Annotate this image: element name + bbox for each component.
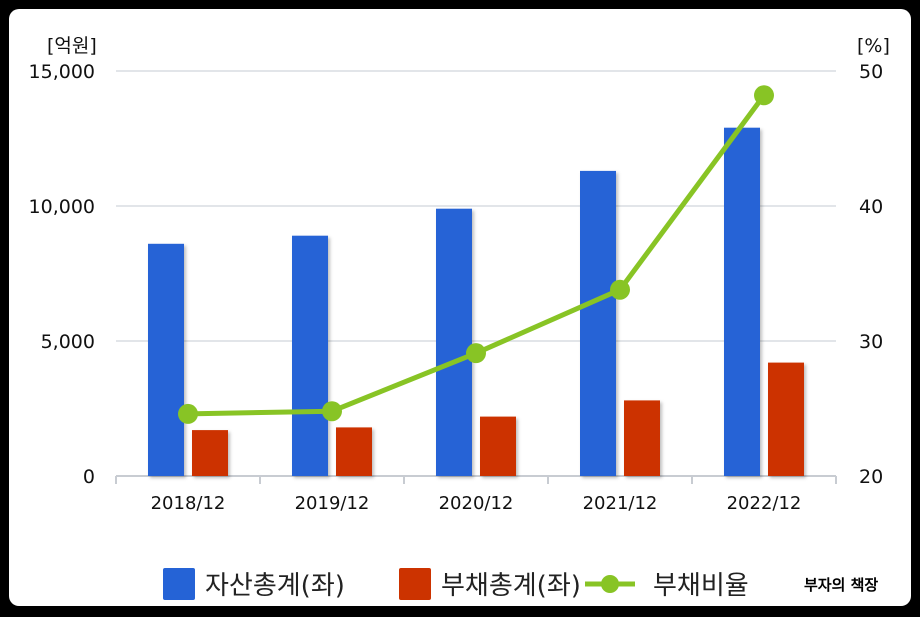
ratio-point — [610, 279, 630, 300]
ratio-point — [466, 343, 486, 364]
legend: 자산총계(좌) 부채총계(좌) 부채비율 — [163, 568, 749, 601]
y-left-tick-label: 0 — [83, 466, 95, 488]
legend-marker-ratio — [601, 575, 619, 593]
x-tick-label: 2020/12 — [439, 493, 514, 514]
y-right-tick-label: 40 — [859, 196, 883, 218]
y-left-tick-label: 5,000 — [41, 331, 95, 353]
legend-label-ratio: 부채비율 — [653, 571, 749, 601]
chart-frame: 0 5,000 10,000 15,000 20 30 40 50 2018/12 2019/12… — [9, 9, 911, 606]
combo-chart: 0 5,000 10,000 15,000 20 30 40 50 2018/12 2019/12… — [29, 35, 890, 601]
y-left-tick-label: 10,000 — [29, 196, 95, 218]
ratio-point — [178, 403, 198, 424]
legend-swatch-liability — [399, 568, 431, 600]
bar-liability — [192, 430, 228, 476]
y-right-tick-label: 50 — [859, 61, 883, 83]
bar-liability — [624, 400, 660, 476]
ratio-line — [187, 93, 767, 417]
legend-swatch-asset — [163, 568, 195, 600]
ratio-point — [322, 401, 342, 422]
y-right-tick-label: 20 — [859, 466, 883, 488]
y-left-tick-label: 15,000 — [29, 61, 95, 83]
right-unit-label: [%] — [857, 35, 890, 57]
x-tick-label: 2022/12 — [727, 493, 802, 514]
x-tick-label: 2018/12 — [151, 493, 226, 514]
left-unit-label: [억원] — [47, 35, 97, 57]
bar-asset — [436, 208, 472, 476]
legend-label-liability: 부채총계(좌) — [441, 571, 581, 601]
legend-item-ratio[interactable]: 부채비율 — [585, 571, 749, 601]
legend-item-liability[interactable]: 부채총계(좌) — [399, 568, 581, 601]
y-right-tick-label: 30 — [859, 331, 883, 353]
bar-liability — [336, 427, 372, 476]
bar-asset — [580, 170, 616, 476]
legend-label-asset: 자산총계(좌) — [205, 571, 345, 601]
bar-asset — [148, 243, 184, 476]
ratio-point — [754, 85, 774, 106]
bar-liability — [480, 416, 516, 476]
bar-asset — [724, 127, 760, 476]
x-tick-label: 2019/12 — [295, 493, 370, 514]
bar-liability — [768, 362, 804, 476]
watermark-text: 부자의 책장 — [804, 576, 878, 594]
legend-item-asset[interactable]: 자산총계(좌) — [163, 568, 345, 601]
bar-asset — [292, 235, 328, 476]
x-tick-label: 2021/12 — [583, 493, 658, 514]
